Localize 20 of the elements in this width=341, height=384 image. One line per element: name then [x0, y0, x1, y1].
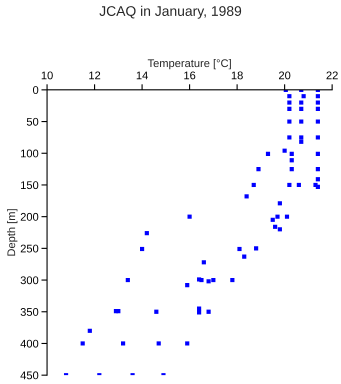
y-tick-label: 450 — [20, 371, 38, 380]
y-tick-label: 100 — [21, 150, 38, 158]
y-tick-label: 300 — [20, 276, 38, 284]
y-tick-label: 250 — [20, 244, 38, 252]
x-tick-label: 10 — [42, 71, 53, 80]
x-tick-label: 16 — [184, 71, 196, 80]
x-tick-label: 14 — [136, 72, 148, 80]
x-tick-label: 20 — [279, 71, 290, 80]
x-tick-label: 22 — [326, 71, 338, 80]
y-tick-label: 0 — [32, 86, 38, 94]
x-tick-label: 12 — [89, 71, 100, 80]
y-axis-title: Depth [m] — [7, 209, 18, 256]
x-axis-title: Temperature [°C] — [148, 58, 231, 70]
y-tick-label: 150 — [21, 181, 38, 190]
y-tick-label: 50 — [26, 118, 38, 126]
x-tick-label: 18 — [232, 71, 243, 80]
y-tick-label: 200 — [20, 212, 38, 221]
y-tick-label: 350 — [20, 308, 38, 316]
y-tick-label: 400 — [20, 340, 38, 348]
chart-title: JCAQ in January, 1989 — [99, 6, 242, 19]
